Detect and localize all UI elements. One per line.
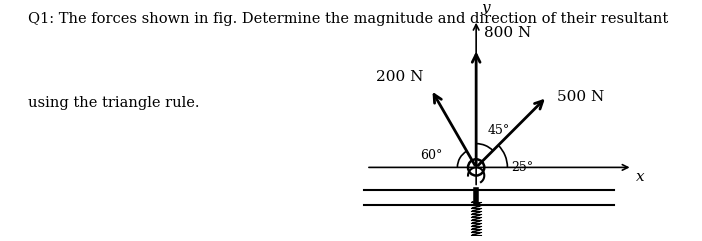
Text: 500 N: 500 N xyxy=(557,90,604,104)
Text: y: y xyxy=(481,1,490,15)
Text: 45°: 45° xyxy=(488,124,510,137)
Text: 60°: 60° xyxy=(420,149,443,162)
Text: Q1: The forces shown in fig. Determine the magnitude and direction of their resu: Q1: The forces shown in fig. Determine t… xyxy=(28,12,668,26)
Text: using the triangle rule.: using the triangle rule. xyxy=(28,96,199,110)
Text: x: x xyxy=(636,170,645,184)
Text: 25°: 25° xyxy=(511,161,533,174)
Text: 800 N: 800 N xyxy=(484,26,531,40)
Text: 200 N: 200 N xyxy=(376,70,423,84)
